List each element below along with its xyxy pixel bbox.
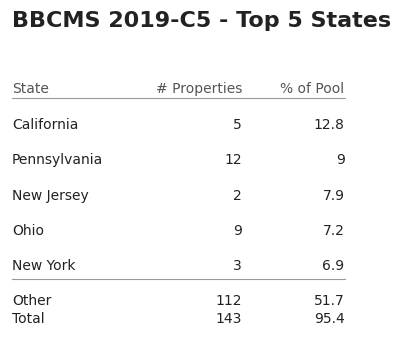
Text: 9: 9 [336,153,344,167]
Text: 5: 5 [233,118,242,132]
Text: New Jersey: New Jersey [12,189,89,203]
Text: 51.7: 51.7 [314,294,344,308]
Text: 12.8: 12.8 [314,118,344,132]
Text: BBCMS 2019-C5 - Top 5 States: BBCMS 2019-C5 - Top 5 States [12,11,391,31]
Text: 3: 3 [233,259,242,273]
Text: 95.4: 95.4 [314,312,344,326]
Text: 112: 112 [215,294,242,308]
Text: 2: 2 [233,189,242,203]
Text: New York: New York [12,259,76,273]
Text: Other: Other [12,294,51,308]
Text: 9: 9 [233,224,242,238]
Text: Total: Total [12,312,45,326]
Text: # Properties: # Properties [156,82,242,96]
Text: 7.2: 7.2 [323,224,344,238]
Text: 6.9: 6.9 [323,259,344,273]
Text: California: California [12,118,79,132]
Text: Ohio: Ohio [12,224,44,238]
Text: 143: 143 [215,312,242,326]
Text: % of Pool: % of Pool [281,82,344,96]
Text: 7.9: 7.9 [323,189,344,203]
Text: Pennsylvania: Pennsylvania [12,153,103,167]
Text: 12: 12 [224,153,242,167]
Text: State: State [12,82,49,96]
